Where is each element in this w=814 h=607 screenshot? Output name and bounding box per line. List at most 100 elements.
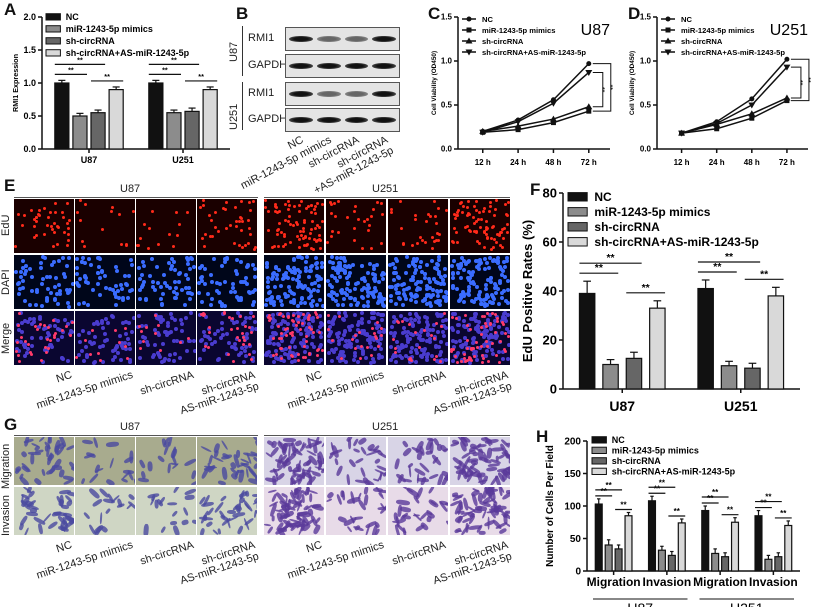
y-axis-label: EdU Positive Rates (%)	[520, 220, 535, 362]
significance-bracket	[790, 66, 802, 99]
y-tick-label: 0.0	[23, 144, 36, 154]
group-label: U251	[730, 600, 764, 607]
legend-label: sh-circRNA+AS-miR-1243-5p	[612, 467, 736, 477]
marker-inverted-triangle	[465, 49, 473, 56]
x-tick-label: Migration	[587, 575, 641, 589]
significance-label: **	[595, 263, 604, 274]
protein-band	[372, 90, 397, 98]
protein-band	[344, 116, 369, 124]
micrograph	[197, 311, 257, 365]
divider	[14, 435, 258, 436]
panel-letter-c: C	[428, 4, 441, 23]
blot-row-label: GAPDH	[248, 113, 288, 125]
micrograph	[75, 255, 135, 309]
bar	[202, 88, 218, 150]
marker-square	[550, 120, 556, 126]
blot-strip	[285, 82, 400, 106]
bar	[754, 515, 763, 572]
legend-label: sh-circRNA+AS-miR-1243-5p	[594, 235, 758, 249]
legend-label: sh-circRNA	[482, 37, 524, 46]
significance-label: **	[654, 484, 661, 493]
transwell-cell-line-u251: U251	[372, 421, 399, 433]
significance-label: **	[598, 87, 605, 93]
y-tick-label: 1.5	[640, 13, 652, 22]
protein-band	[344, 90, 369, 98]
y-tick-label: 0.5	[640, 101, 652, 110]
micrograph	[264, 255, 324, 309]
legend-label: miR-1243-5p mimics	[594, 205, 710, 219]
significance-label: **	[601, 487, 608, 496]
legend-label: sh-circRNA	[612, 456, 662, 466]
micrograph	[75, 311, 135, 365]
series-line	[681, 66, 788, 134]
significance-label: **	[77, 55, 83, 64]
micrograph	[450, 255, 510, 309]
legend-swatch	[45, 13, 61, 21]
significance-label: **	[707, 494, 714, 503]
micrograph	[136, 255, 196, 309]
bar	[657, 549, 666, 572]
significance-label: **	[607, 253, 616, 264]
marker-inverted-triangle	[678, 130, 686, 137]
series-line	[482, 106, 590, 133]
x-tick-label: 12 h	[475, 158, 491, 167]
y-tick-label: 60	[543, 234, 557, 249]
edu-cell-line-u87: U87	[120, 183, 141, 195]
marker-triangle	[549, 115, 557, 122]
micrograph	[136, 487, 196, 535]
series-line	[482, 63, 590, 133]
x-tick-label: U87	[81, 155, 98, 165]
marker-circle	[749, 96, 755, 102]
significance-label: **	[162, 65, 168, 74]
marker-circle	[466, 16, 472, 22]
micrograph	[264, 437, 324, 485]
significance-label: **	[760, 269, 769, 280]
group-label: U87	[627, 600, 653, 607]
y-tick-label: 40	[543, 283, 557, 298]
row-label: DAPI	[0, 269, 12, 295]
bar	[720, 365, 738, 390]
x-tick-label: U251	[172, 155, 194, 165]
significance-label: **	[68, 65, 74, 74]
legend-label: sh-circRNA	[66, 36, 116, 46]
legend-swatch	[591, 457, 607, 465]
legend-swatch	[45, 25, 61, 33]
marker-inverted-triangle	[713, 120, 721, 127]
x-tick-label: 48 h	[744, 158, 760, 167]
marker-inverted-triangle	[514, 119, 522, 126]
bar	[711, 552, 720, 572]
bar	[166, 112, 182, 150]
micrograph	[264, 311, 324, 365]
legend-swatch	[45, 37, 61, 45]
significance-label: **	[760, 499, 767, 508]
y-tick-label: 0.5	[23, 111, 36, 121]
legend-label: sh-circRNA+AS-miR-1243-5p	[681, 48, 785, 57]
x-tick-label: Invasion	[643, 575, 692, 589]
marker-triangle	[465, 37, 473, 44]
bar	[108, 88, 124, 150]
bar	[614, 548, 623, 572]
x-tick-label: 12 h	[674, 158, 690, 167]
y-tick-label: 0.0	[640, 145, 652, 154]
bar	[578, 292, 596, 390]
micrograph	[136, 311, 196, 365]
chart-title: U87	[581, 22, 610, 39]
panel-letter-d: D	[628, 4, 641, 23]
micrograph	[197, 487, 257, 535]
significance-label: **	[104, 72, 110, 81]
significance-label: **	[804, 77, 811, 83]
row-label: EdU	[0, 214, 12, 236]
legend-swatch	[591, 436, 607, 444]
significance-label: **	[606, 85, 613, 91]
significance-label: **	[713, 262, 722, 273]
micrograph	[326, 311, 386, 365]
transwell-cell-line-u87: U87	[120, 421, 141, 433]
row-label: Migration	[0, 443, 12, 489]
panel-letter-a: A	[4, 0, 17, 19]
y-axis-label: RMI1 Expression	[11, 54, 20, 112]
protein-band	[289, 90, 314, 98]
x-tick-label: 72 h	[779, 158, 795, 167]
x-tick-label: 24 h	[510, 158, 526, 167]
y-tick-label: 1.0	[640, 57, 652, 66]
significance-label: **	[727, 506, 734, 515]
